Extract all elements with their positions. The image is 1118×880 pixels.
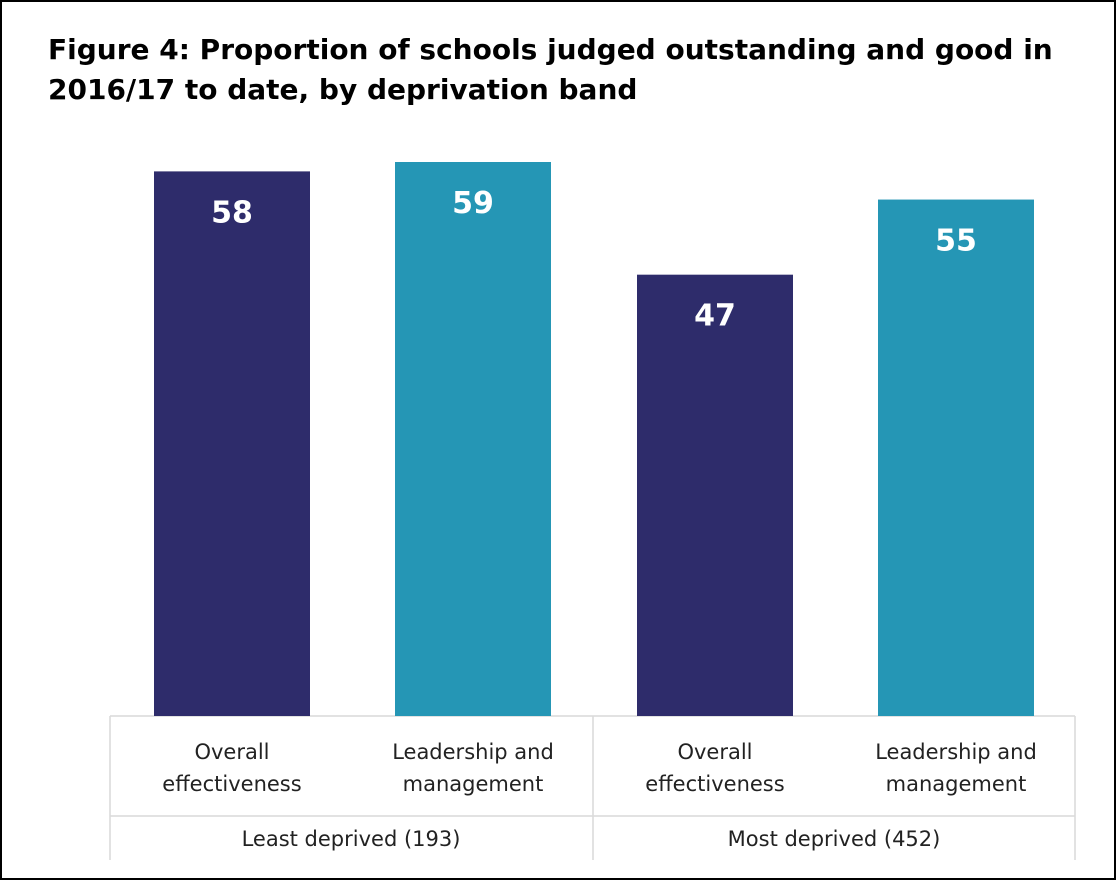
bar <box>395 162 551 716</box>
bar <box>154 171 310 716</box>
bar-value-label: 59 <box>452 186 494 221</box>
x-tick-label: effectiveness <box>162 772 301 796</box>
x-tick-label: Overall <box>677 740 752 764</box>
x-group-label: Least deprived (193) <box>242 827 461 851</box>
page-title: Figure 4: Proportion of schools judged o… <box>48 33 1053 106</box>
x-tick-label: Leadership and <box>392 740 554 764</box>
bar <box>637 274 793 716</box>
bar-value-label: 58 <box>211 195 253 230</box>
bar-value-label: 55 <box>935 224 977 259</box>
x-tick-label: Overall <box>194 740 269 764</box>
x-tick-label: management <box>886 772 1027 796</box>
bar-value-label: 47 <box>694 299 736 334</box>
x-group-label: Most deprived (452) <box>728 827 941 851</box>
x-tick-label: effectiveness <box>645 772 784 796</box>
x-tick-label: management <box>403 772 544 796</box>
x-tick-label: Leadership and <box>875 740 1037 764</box>
bar <box>878 199 1034 716</box>
